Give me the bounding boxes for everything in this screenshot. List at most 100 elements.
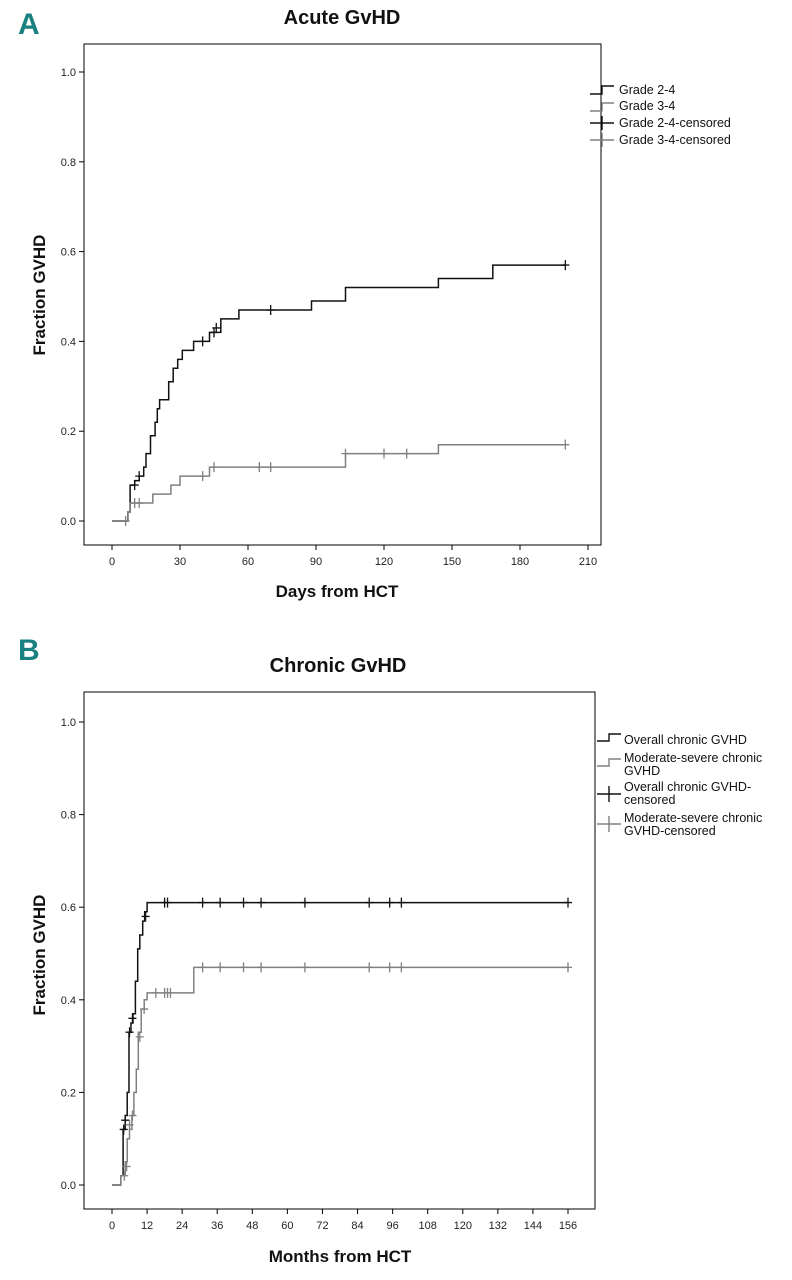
legend-b-label-1: Overall chronic GVHD bbox=[624, 733, 747, 747]
y-tick-label-a-2: 0.4 bbox=[61, 336, 76, 348]
series-b-0-censor-mark-13 bbox=[385, 897, 394, 908]
plot-frame-b bbox=[83, 691, 596, 1210]
series-b-0-censor-mark-3 bbox=[128, 1013, 137, 1024]
legend-b-label-2: Moderate-severe chronic GVHD bbox=[624, 751, 766, 778]
series-a-0-censor-mark-4 bbox=[212, 322, 221, 333]
y-axis-b: 0.0 0.2 0.4 0.6 0.8 1.0 bbox=[61, 717, 84, 1192]
x-tick-label-b-12: 144 bbox=[524, 1220, 542, 1232]
legend-b-swatch-step-gray bbox=[597, 758, 621, 767]
series-b-1-censor-mark-2 bbox=[125, 1119, 134, 1130]
series-b-0-censor-mark-2 bbox=[125, 1027, 134, 1038]
x-tick-label-a-6: 180 bbox=[511, 556, 529, 568]
panel-a: A Acute GvHD 0.0 0.2 0.4 0.6 0.8 1.0 0 30 60 90 1… bbox=[18, 7, 731, 601]
series-b-1-censor-mark-9 bbox=[166, 987, 175, 998]
series-a-1-censor-mark-0 bbox=[121, 516, 130, 526]
y-tick-label-b-4: 0.8 bbox=[61, 810, 76, 822]
x-tick-label-b-10: 120 bbox=[454, 1220, 472, 1232]
series-a-0-censor-mark-6 bbox=[561, 260, 570, 271]
series-a-1-censor-mark-10 bbox=[561, 439, 570, 450]
legend-a-label-2: Grade 3-4 bbox=[619, 99, 675, 113]
x-axis-title-b: Months from HCT bbox=[269, 1247, 412, 1266]
x-tick-label-b-13: 156 bbox=[559, 1220, 577, 1232]
series-a-1-censor-mark-7 bbox=[341, 448, 350, 459]
series-b-1-censor-mark-5 bbox=[140, 1004, 149, 1015]
legend-a-label-4: Grade 3-4-censored bbox=[619, 133, 731, 147]
series-b-0-censor-mark-10 bbox=[257, 897, 266, 908]
legend-a-label-1: Grade 2-4 bbox=[619, 83, 675, 97]
series-b-1-censor-mark-12 bbox=[239, 962, 248, 973]
series-b-1-censor-mark-15 bbox=[365, 962, 374, 973]
y-tick-label-b-0: 0.0 bbox=[61, 1180, 76, 1192]
legend-b-label-2-line1: Moderate-severe chronic bbox=[624, 751, 762, 765]
series-a-1-censor-mark-3 bbox=[198, 471, 207, 482]
legend-b-label-3: Overall chronic GVHD- censored bbox=[624, 780, 755, 807]
series-b-1-censor-mark-18 bbox=[564, 962, 572, 973]
series-a-1-line bbox=[112, 443, 566, 522]
legend-b-label-1-text: Overall chronic GVHD bbox=[624, 733, 747, 747]
series-b-1-censor-mark-17 bbox=[397, 962, 406, 973]
x-tick-label-b-11: 132 bbox=[489, 1220, 507, 1232]
legend-a: Grade 2-4 Grade 3-4 Grade 2-4-censored G… bbox=[590, 83, 731, 147]
y-axis-title-b: Fraction GVHD bbox=[30, 895, 49, 1016]
x-tick-label-a-4: 120 bbox=[375, 556, 393, 568]
series-b-1-censor-mark-1 bbox=[122, 1161, 131, 1172]
series-b-1-censor-mark-4 bbox=[135, 1031, 144, 1042]
series-b-1-censor-mark-11 bbox=[216, 962, 225, 973]
x-tick-label-b-4: 48 bbox=[246, 1220, 258, 1232]
series-b-1-censor-mark-16 bbox=[385, 962, 394, 973]
y-tick-label-a-4: 0.8 bbox=[61, 157, 76, 169]
series-b-0-censor-mark-1 bbox=[121, 1115, 130, 1126]
x-axis-b: 0 12 24 36 48 60 72 84 96 108 120 132 144 156 bbox=[109, 1209, 577, 1232]
series-a-1-censor-mark-5 bbox=[255, 462, 264, 473]
plot-series-b bbox=[112, 897, 572, 1186]
series-b-0-censor-mark-12 bbox=[365, 897, 374, 908]
y-tick-label-b-2: 0.4 bbox=[61, 995, 76, 1007]
y-tick-label-a-5: 1.0 bbox=[61, 67, 76, 79]
x-tick-label-b-2: 24 bbox=[176, 1220, 188, 1232]
series-b-1-censor-mark-13 bbox=[257, 962, 266, 973]
series-b-0-censor-mark-14 bbox=[397, 897, 406, 908]
x-tick-label-a-3: 90 bbox=[310, 556, 322, 568]
plot-frame-a bbox=[83, 43, 602, 546]
y-tick-label-b-3: 0.6 bbox=[61, 902, 76, 914]
panel-letter-a: A bbox=[18, 8, 40, 41]
chart-title-a: Acute GvHD bbox=[284, 7, 401, 29]
y-axis-a: 0.0 0.2 0.4 0.6 0.8 1.0 bbox=[61, 67, 84, 528]
series-b-1-censor-mark-14 bbox=[300, 962, 309, 973]
y-tick-label-b-5: 1.0 bbox=[61, 717, 76, 729]
x-axis-title-a: Days from HCT bbox=[276, 582, 399, 601]
plot-series-a bbox=[112, 260, 570, 526]
legend-a-swatch-censor-gray bbox=[590, 133, 614, 147]
series-b-0-censor-mark-11 bbox=[300, 897, 309, 908]
x-tick-label-a-7: 210 bbox=[579, 556, 597, 568]
series-b-0-censor-mark-8 bbox=[216, 897, 225, 908]
legend-b: Overall chronic GVHD Moderate-severe chr… bbox=[597, 733, 766, 838]
series-b-0-censor-mark-4 bbox=[141, 911, 150, 922]
series-b-1-censor-mark-6 bbox=[151, 987, 160, 998]
chart-title-b: Chronic GvHD bbox=[270, 655, 407, 677]
legend-b-swatch-censor-gray bbox=[597, 816, 621, 832]
x-tick-label-b-9: 108 bbox=[419, 1220, 437, 1232]
series-b-0-censor-mark-0 bbox=[119, 1124, 128, 1135]
legend-a-swatch-censor-dark bbox=[590, 116, 614, 130]
series-b-0-censor-mark-7 bbox=[198, 897, 207, 908]
series-a-0-censor-mark-1 bbox=[135, 471, 144, 482]
series-a-0-censor-mark-0 bbox=[130, 480, 139, 491]
panel-b: B Chronic GvHD 0.0 0.2 0.4 0.6 0.8 1.0 0 12 24 3… bbox=[18, 634, 766, 1266]
legend-a-label-3: Grade 2-4-censored bbox=[619, 116, 731, 130]
x-tick-label-b-0: 0 bbox=[109, 1220, 115, 1232]
legend-b-label-2-line2: GVHD bbox=[624, 764, 660, 778]
x-tick-label-b-5: 60 bbox=[281, 1220, 293, 1232]
x-tick-label-b-3: 36 bbox=[211, 1220, 223, 1232]
legend-b-swatch-censor-dark bbox=[597, 786, 621, 802]
x-axis-a: 0 30 60 90 120 150 180 210 bbox=[109, 545, 597, 568]
series-a-1-censor-mark-2 bbox=[135, 498, 144, 509]
series-a-0-censor-mark-2 bbox=[198, 336, 207, 347]
series-b-1-censor-mark-0 bbox=[120, 1170, 129, 1181]
legend-a-swatch-step-gray bbox=[590, 102, 614, 112]
series-b-0-censor-mark-15 bbox=[564, 897, 572, 908]
y-tick-label-a-0: 0.0 bbox=[61, 516, 76, 528]
x-tick-label-a-0: 0 bbox=[109, 556, 115, 568]
x-tick-label-a-2: 60 bbox=[242, 556, 254, 568]
